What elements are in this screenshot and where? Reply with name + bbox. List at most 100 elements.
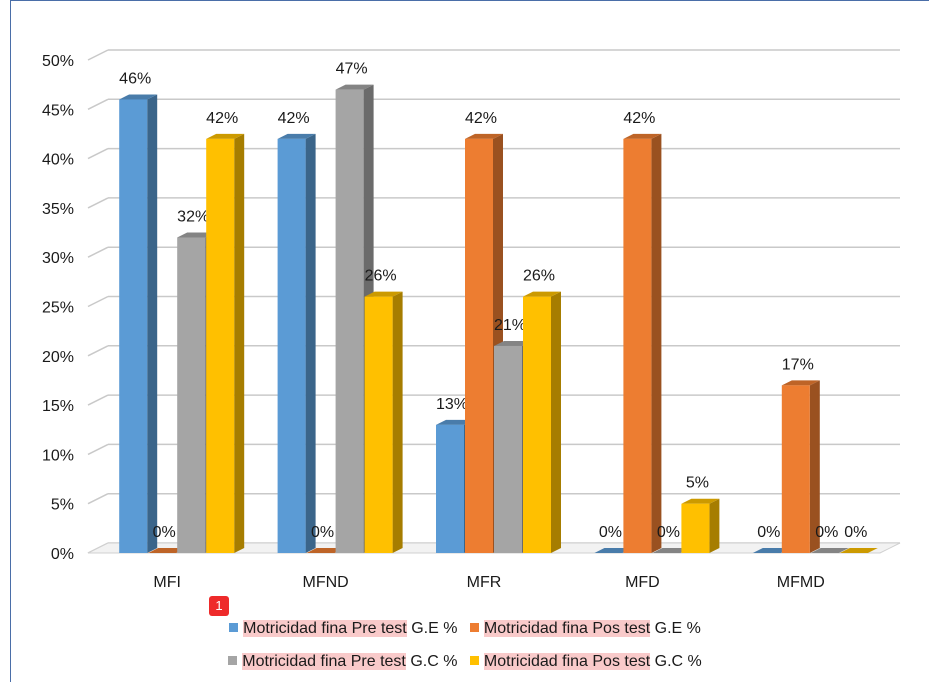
bar-top	[810, 548, 849, 553]
bar-top	[177, 232, 216, 238]
data-label: 47%	[336, 61, 368, 78]
x-tick-label: MFI	[153, 574, 181, 591]
x-tick-label: MFND	[302, 574, 348, 591]
bar-side	[147, 94, 158, 553]
legend-label-highlight: Motricidad fina Pre test	[242, 653, 406, 670]
gridline-side	[87, 49, 109, 61]
data-label: 13%	[436, 396, 468, 413]
y-tick-label: 30%	[42, 250, 74, 267]
data-label: 0%	[757, 524, 780, 541]
bar-side	[551, 291, 561, 553]
y-tick-label: 5%	[51, 497, 74, 514]
y-tick-label: 0%	[51, 546, 74, 563]
bar	[523, 296, 551, 553]
bar-side	[651, 133, 662, 553]
bar-top	[335, 84, 374, 90]
bar-top	[494, 340, 532, 346]
legend-swatch	[469, 656, 479, 665]
legend-label-rest: G.C %	[405, 653, 458, 670]
bar-top	[119, 94, 158, 100]
legend-label-rest: G.E %	[406, 620, 458, 637]
bar	[465, 138, 493, 553]
data-label: 42%	[465, 110, 497, 127]
y-tick-label: 25%	[42, 300, 74, 317]
chart-frame	[10, 0, 929, 682]
data-label: 0%	[311, 524, 334, 541]
bar	[436, 424, 464, 553]
legend-row-1: Motricidad fina Pre test G.E % Motricida…	[0, 620, 930, 638]
bar-side	[234, 133, 245, 553]
y-tick-label: 15%	[42, 398, 74, 415]
data-label: 26%	[365, 268, 397, 285]
gridline-side	[87, 197, 109, 209]
data-label: 5%	[686, 475, 709, 492]
data-label: 26%	[523, 268, 555, 285]
y-tick-label: 10%	[42, 447, 74, 464]
legend-label-rest: G.E %	[650, 620, 701, 637]
bar-top	[364, 291, 403, 297]
bar	[335, 89, 364, 553]
y-tick-label: 20%	[42, 349, 74, 366]
data-label: 42%	[623, 110, 655, 127]
gridline-side	[87, 295, 109, 308]
x-tick-label: MFR	[467, 574, 502, 591]
bar-top	[681, 498, 720, 504]
bar-top	[306, 548, 345, 553]
bar	[206, 138, 235, 553]
bar-side	[305, 133, 316, 553]
bar-top	[752, 548, 791, 553]
bar-top	[436, 419, 474, 425]
legend-item-pos-ge: Motricidad fina Pos test G.E %	[469, 620, 701, 638]
data-label: 17%	[782, 356, 814, 373]
legend-label-highlight: Motricidad fina Pos test	[483, 653, 651, 670]
bar-top	[465, 133, 503, 139]
gridline-side	[87, 493, 109, 505]
bar-top	[652, 548, 691, 553]
bar-top	[623, 133, 662, 139]
gridline-side	[87, 246, 109, 258]
bar	[277, 138, 306, 553]
gridline-side	[87, 345, 109, 357]
bar	[494, 345, 522, 553]
legend-row-2: Motricidad fina Pre test G.C % Motricida…	[0, 653, 930, 671]
bar	[177, 237, 206, 554]
bar-side	[392, 291, 403, 553]
legend-swatch	[229, 623, 239, 632]
legend-swatch	[228, 656, 238, 665]
bar-chart: 0% 5% 10% 15% 20% 25% 30% 35% 40% 45% 50% 46% 0% 32% 4…	[42, 49, 901, 591]
bar	[119, 99, 148, 553]
gridline-side	[87, 147, 109, 160]
annotation-badge: 1	[209, 596, 229, 616]
bar-top	[781, 380, 820, 386]
data-label: 21%	[494, 317, 526, 334]
y-tick-label: 35%	[42, 201, 74, 218]
bar-side	[809, 380, 820, 553]
bar	[681, 503, 710, 553]
data-label: 32%	[177, 208, 209, 225]
bar	[781, 385, 810, 553]
data-label: 0%	[599, 524, 622, 541]
bar-top	[148, 548, 187, 553]
legend-label-highlight: Motricidad fina Pre test	[243, 620, 407, 637]
legend-item-pre-ge: Motricidad fina Pre test G.E %	[229, 620, 457, 638]
bar-top	[839, 548, 878, 553]
bar-top	[277, 133, 316, 139]
y-tick-label: 40%	[42, 152, 74, 169]
gridline-side	[87, 394, 109, 406]
legend-item-pos-gc: Motricidad fina Pos test G.C %	[469, 653, 702, 671]
data-label: 0%	[657, 524, 680, 541]
y-tick-label: 50%	[42, 53, 74, 70]
legend-label-highlight: Motricidad fina Pos test	[483, 620, 651, 637]
legend-item-pre-gc: Motricidad fina Pre test G.C %	[228, 653, 457, 671]
data-label: 42%	[206, 110, 238, 127]
legend-swatch	[469, 623, 479, 632]
bar-side	[709, 498, 720, 553]
bar	[364, 296, 393, 553]
x-tick-label: MFD	[625, 574, 660, 591]
bar-top	[594, 548, 633, 553]
legend-label-rest: G.C %	[650, 653, 702, 670]
data-label: 0%	[844, 524, 867, 541]
bar-top	[523, 291, 561, 297]
data-label: 0%	[815, 524, 838, 541]
gridline-side	[87, 98, 109, 110]
